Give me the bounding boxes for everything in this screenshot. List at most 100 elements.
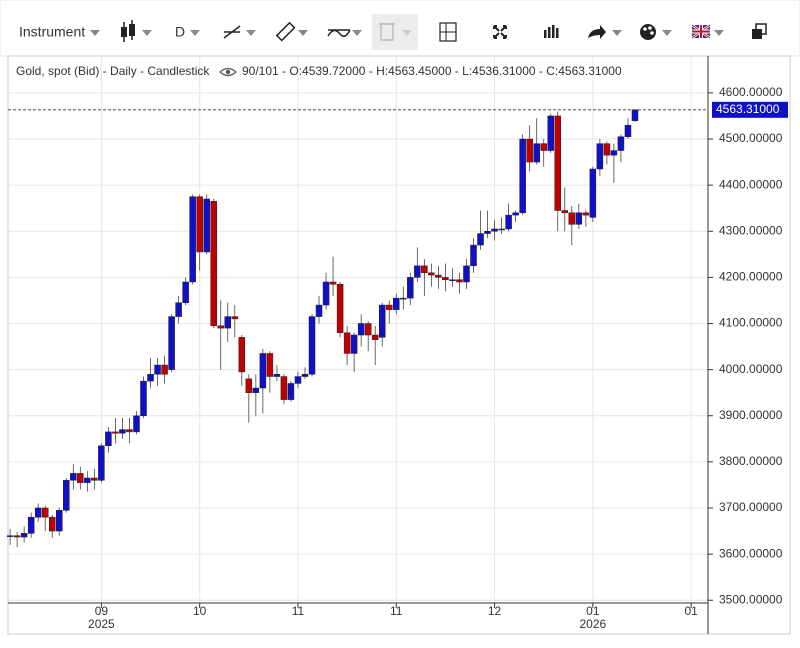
candle-body [315, 304, 323, 317]
toolbar: Instrument D [0, 0, 800, 57]
candle-body [498, 228, 505, 231]
fullscreen-button[interactable] [493, 25, 507, 39]
candle-body [407, 277, 414, 299]
y-tick-label: 4200.00000 [719, 270, 783, 284]
interval-button[interactable]: D [175, 24, 200, 40]
volume-button[interactable] [544, 25, 559, 38]
y-tick-label: 3800.00000 [719, 454, 783, 468]
chart-info: 90/101 - O:4539.72000 - H:4563.45000 - L… [242, 64, 622, 78]
candle-body [456, 279, 463, 283]
candle-body [393, 297, 400, 310]
y-tick-label: 4400.00000 [719, 177, 783, 191]
x-tick-label: 11 [292, 604, 305, 618]
candle-body [589, 168, 597, 218]
interval-label[interactable]: D [175, 24, 185, 40]
instrument-button[interactable]: Instrument [19, 24, 100, 40]
candle-body [329, 281, 337, 285]
candle-body [463, 265, 470, 283]
ruler-button[interactable] [275, 21, 308, 42]
candle-body [505, 214, 512, 230]
chart-frame [7, 55, 791, 635]
candle-body [70, 473, 77, 481]
candle-body [280, 376, 288, 400]
x-tick-label: 01 [684, 604, 698, 618]
candle-body [526, 138, 533, 163]
candle-body [350, 334, 358, 354]
candle-body [210, 201, 217, 327]
candle-body [400, 297, 407, 300]
visibility-icon[interactable] [219, 67, 237, 77]
candle-body [63, 480, 70, 511]
y-tick-label: 3500.00000 [719, 592, 783, 606]
year-label: 2025 [88, 617, 115, 631]
candle-body [428, 272, 435, 276]
y-tick-label: 3900.00000 [719, 408, 783, 422]
candle-body [147, 373, 154, 382]
delete-button[interactable] [372, 14, 418, 50]
candle-body [610, 150, 618, 156]
candle-body [533, 143, 540, 163]
candle-body [252, 387, 260, 393]
candle-body [603, 143, 611, 156]
indicator-button[interactable] [327, 29, 362, 37]
last-price-label: 4563.31000 [716, 102, 780, 116]
candle-body [126, 429, 133, 433]
candle-body [414, 265, 421, 278]
x-tick-label: 11 [390, 604, 403, 618]
candle-body [336, 284, 344, 333]
candle-body [266, 353, 274, 377]
y-tick-label: 4600.00000 [719, 85, 783, 99]
candle-body [470, 244, 477, 267]
candle-body [98, 445, 105, 481]
candle-body [20, 533, 28, 538]
share-button[interactable] [588, 25, 622, 39]
candle-body [364, 323, 372, 336]
candle-body [582, 212, 590, 216]
candle-body [371, 334, 379, 340]
candle-body [161, 364, 168, 375]
y-tick-label: 4000.00000 [719, 362, 783, 376]
layout-button[interactable] [439, 22, 457, 42]
candle-body [13, 535, 21, 538]
y-tick-label: 4300.00000 [719, 223, 783, 237]
candle-body [322, 281, 330, 306]
candle-body [84, 477, 91, 483]
candle-body [617, 136, 625, 151]
candle-body [301, 373, 309, 377]
candle-body [56, 510, 63, 532]
candle-body [91, 477, 98, 481]
candle-body [421, 265, 428, 274]
line-tool-button[interactable] [223, 25, 256, 39]
candle-body [449, 279, 456, 281]
year-label: 2026 [580, 617, 607, 631]
candle-body [238, 337, 246, 373]
candle-body [385, 304, 393, 310]
popout-button[interactable] [752, 23, 767, 39]
y-tick-label: 3700.00000 [719, 500, 783, 514]
candle-body [41, 507, 49, 518]
candle-body [294, 376, 302, 384]
candle-body [203, 198, 210, 253]
chart-type-button[interactable] [121, 20, 152, 42]
theme-button[interactable] [640, 24, 672, 40]
candle-body [547, 115, 554, 151]
x-tick-label: 12 [488, 604, 502, 618]
y-tick-label: 4500.00000 [719, 131, 783, 145]
candle-body [224, 316, 232, 329]
candle-body [435, 274, 442, 278]
candle-body [512, 212, 519, 216]
x-tick-label: 09 [95, 604, 109, 618]
candle-body [561, 210, 569, 214]
candle-body [287, 383, 295, 400]
candle-body [596, 143, 604, 170]
candle-body [119, 429, 126, 434]
candle-body [568, 212, 576, 225]
language-button[interactable] [691, 23, 724, 40]
instrument-label[interactable]: Instrument [19, 24, 85, 40]
candle-body [484, 231, 491, 234]
candle-body [112, 431, 119, 434]
candle-body [175, 302, 182, 317]
candle-body [442, 277, 449, 280]
candle-body [168, 316, 175, 370]
